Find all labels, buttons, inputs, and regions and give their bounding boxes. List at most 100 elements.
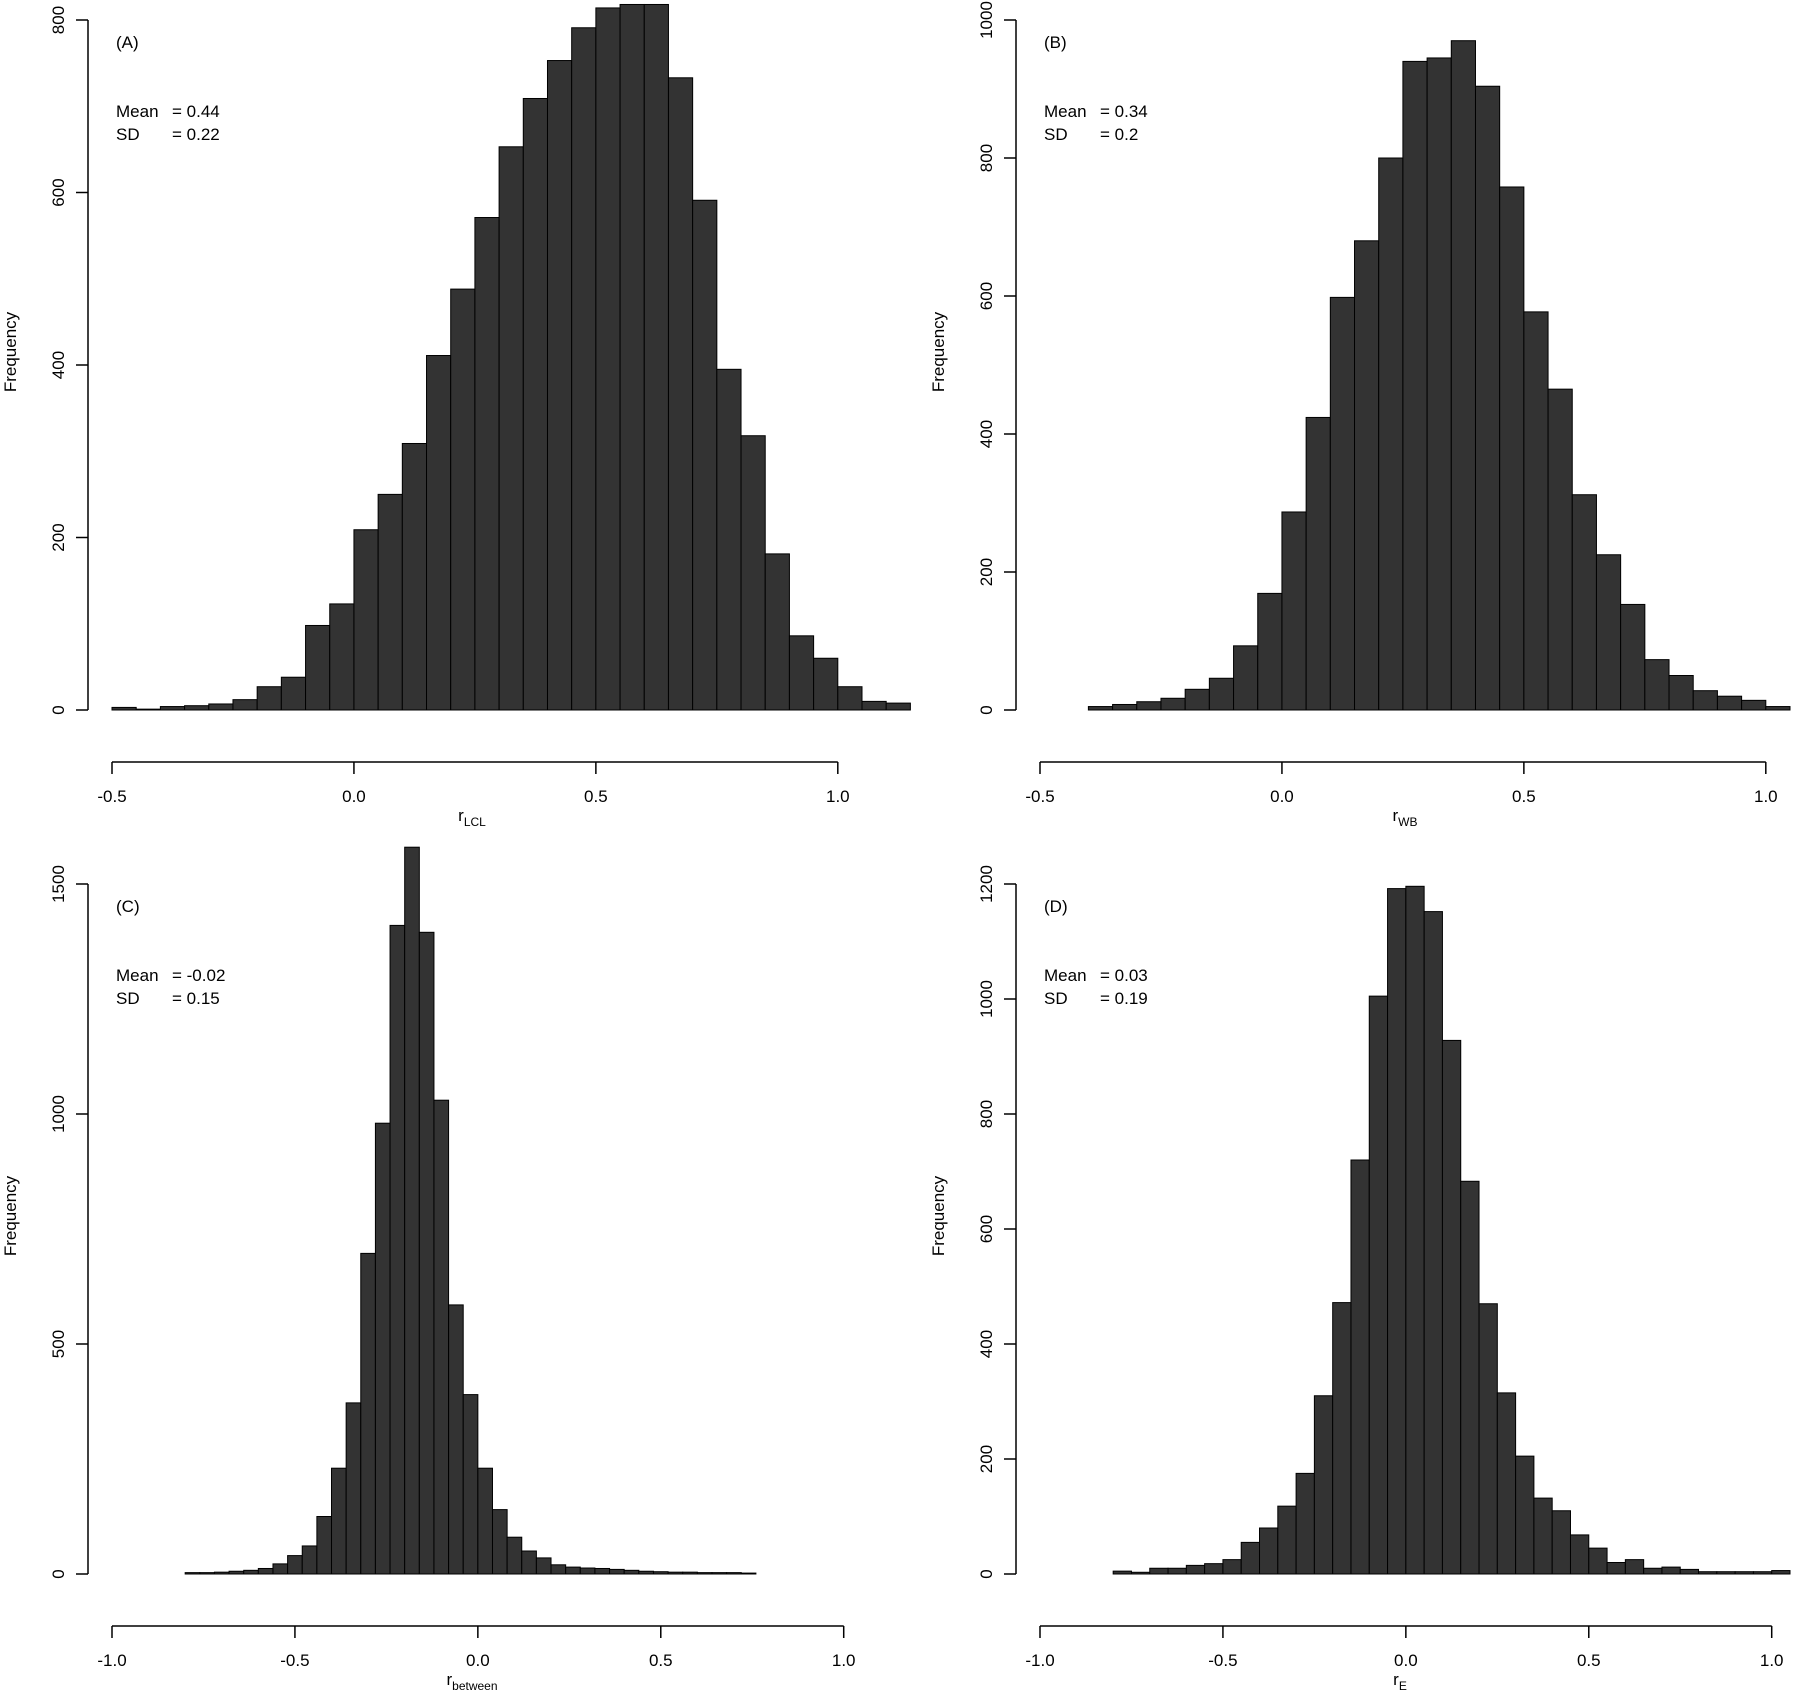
histogram-bar: [448, 1304, 464, 1575]
panel-b: (B) Mean = 0.34 SD = 0.2 0 200 400 600 800 10…: [929, 1, 1791, 829]
histogram-bar: [305, 624, 331, 711]
histogram-bar: [1606, 1562, 1626, 1575]
histogram-bar: [1515, 1455, 1535, 1575]
histogram-bar: [1087, 706, 1114, 711]
histogram-bar: [491, 1509, 508, 1575]
histogram-bar: [184, 705, 210, 711]
y-tick-label: 200: [977, 558, 996, 586]
histogram-bar: [1354, 240, 1380, 711]
x-axis-title-main: r: [1392, 806, 1398, 825]
histogram-bar: [1112, 1570, 1132, 1575]
histogram-bar: [682, 1571, 698, 1575]
histogram-bar: [243, 1569, 259, 1575]
histogram-bar: [1167, 1567, 1187, 1575]
histogram-bar: [316, 1516, 333, 1575]
histogram-bar: [1571, 494, 1597, 711]
y-tick-label: 600: [49, 178, 68, 206]
histogram-bar: [374, 1122, 391, 1575]
histogram-bar: [287, 1555, 303, 1575]
histogram-bar: [1765, 706, 1791, 711]
histogram-bar: [1160, 697, 1186, 711]
histogram-bar: [1668, 675, 1694, 711]
histogram-bar: [257, 1567, 274, 1575]
sd-value: = 0.2: [1100, 125, 1138, 144]
y-axis-title: Frequency: [1, 311, 20, 392]
x-axis-title-subscript: WB: [1398, 815, 1417, 829]
histogram-bar: [329, 603, 355, 711]
mean-value: = 0.03: [1100, 966, 1148, 985]
histogram-bar: [885, 702, 911, 711]
histogram-bar: [1204, 1563, 1224, 1575]
histogram-bar: [1136, 701, 1162, 711]
x-axis-title: rE: [1393, 1670, 1407, 1693]
histogram-bar: [280, 676, 307, 711]
histogram-bar: [623, 1569, 640, 1575]
x-tick-label: 0.0: [1270, 787, 1294, 806]
histogram-bar: [1752, 1571, 1773, 1575]
histogram-bar: [1533, 1497, 1553, 1575]
y-tick-label: 600: [977, 1215, 996, 1243]
histogram-bar: [159, 706, 186, 711]
x-tick-label: 0.5: [1577, 1651, 1601, 1670]
histogram-bar: [1281, 511, 1307, 711]
x-axis-title-main: r: [1393, 1670, 1399, 1689]
panel-c: (C) Mean = -0.02 SD = 0.15 050010001500 …: [1, 846, 856, 1693]
histogram-bar: [1378, 157, 1404, 711]
histogram-bar: [1350, 1159, 1370, 1575]
histogram-bar: [1474, 85, 1501, 711]
x-tick-label: 0.5: [1512, 787, 1536, 806]
histogram-bar: [1698, 1571, 1718, 1575]
histogram-bar: [594, 1567, 611, 1575]
histogram-bar: [667, 77, 694, 711]
x-tick-label: -0.5: [97, 787, 126, 806]
histogram-bar: [521, 1550, 537, 1575]
x-tick-label: 1.0: [1754, 787, 1778, 806]
x-tick-label: -0.5: [1208, 1651, 1237, 1670]
histogram-bar: [726, 1572, 742, 1575]
histogram-bar: [111, 706, 137, 711]
histogram-bar: [1734, 1571, 1754, 1575]
histogram-bar: [1496, 1392, 1517, 1575]
y-tick-label: 400: [49, 351, 68, 379]
histogram-bar: [199, 1572, 215, 1575]
histogram-bar: [462, 1394, 479, 1575]
histogram-bar: [1716, 695, 1743, 711]
histogram-bar: [1716, 1571, 1736, 1575]
y-tick-label: 400: [977, 1330, 996, 1358]
histogram-bar: [1426, 57, 1452, 711]
histogram-bar: [272, 1563, 289, 1575]
histogram-bar: [1208, 677, 1235, 711]
histogram-bar: [1332, 1302, 1352, 1575]
histogram-bar: [1569, 1534, 1590, 1575]
histogram-bar: [740, 435, 766, 711]
histogram-bar: [184, 1572, 201, 1575]
x-tick-label: -0.5: [280, 1651, 309, 1670]
histogram-bar: [788, 635, 815, 711]
histogram-bar: [1313, 1395, 1334, 1575]
histogram-bar: [1184, 688, 1210, 711]
histogram-bar: [571, 27, 597, 711]
y-tick-label: 600: [977, 282, 996, 310]
histogram-bar: [232, 699, 258, 711]
y-tick-label: 800: [977, 1100, 996, 1128]
histogram-bar: [1624, 1559, 1645, 1575]
histogram-bar: [353, 529, 379, 711]
histogram-bar: [1595, 554, 1622, 711]
mean-label: Mean: [1044, 966, 1087, 985]
histogram-bar: [506, 1536, 523, 1575]
sd-label: SD: [116, 125, 140, 144]
x-axis-title: rLCL: [458, 806, 486, 829]
y-tick-label: 200: [49, 523, 68, 551]
histogram-bar: [1523, 311, 1549, 711]
histogram-bar: [1741, 699, 1767, 711]
mean-label: Mean: [1044, 102, 1087, 121]
histogram-bar: [256, 686, 282, 711]
y-tick-label: 1000: [977, 1, 996, 39]
sd-value: = 0.15: [172, 989, 220, 1008]
histogram-bar: [546, 60, 573, 711]
panel-label: (A): [116, 33, 139, 52]
mean-label: Mean: [116, 966, 159, 985]
histogram-bar: [643, 3, 669, 711]
histogram-bar: [837, 686, 863, 711]
